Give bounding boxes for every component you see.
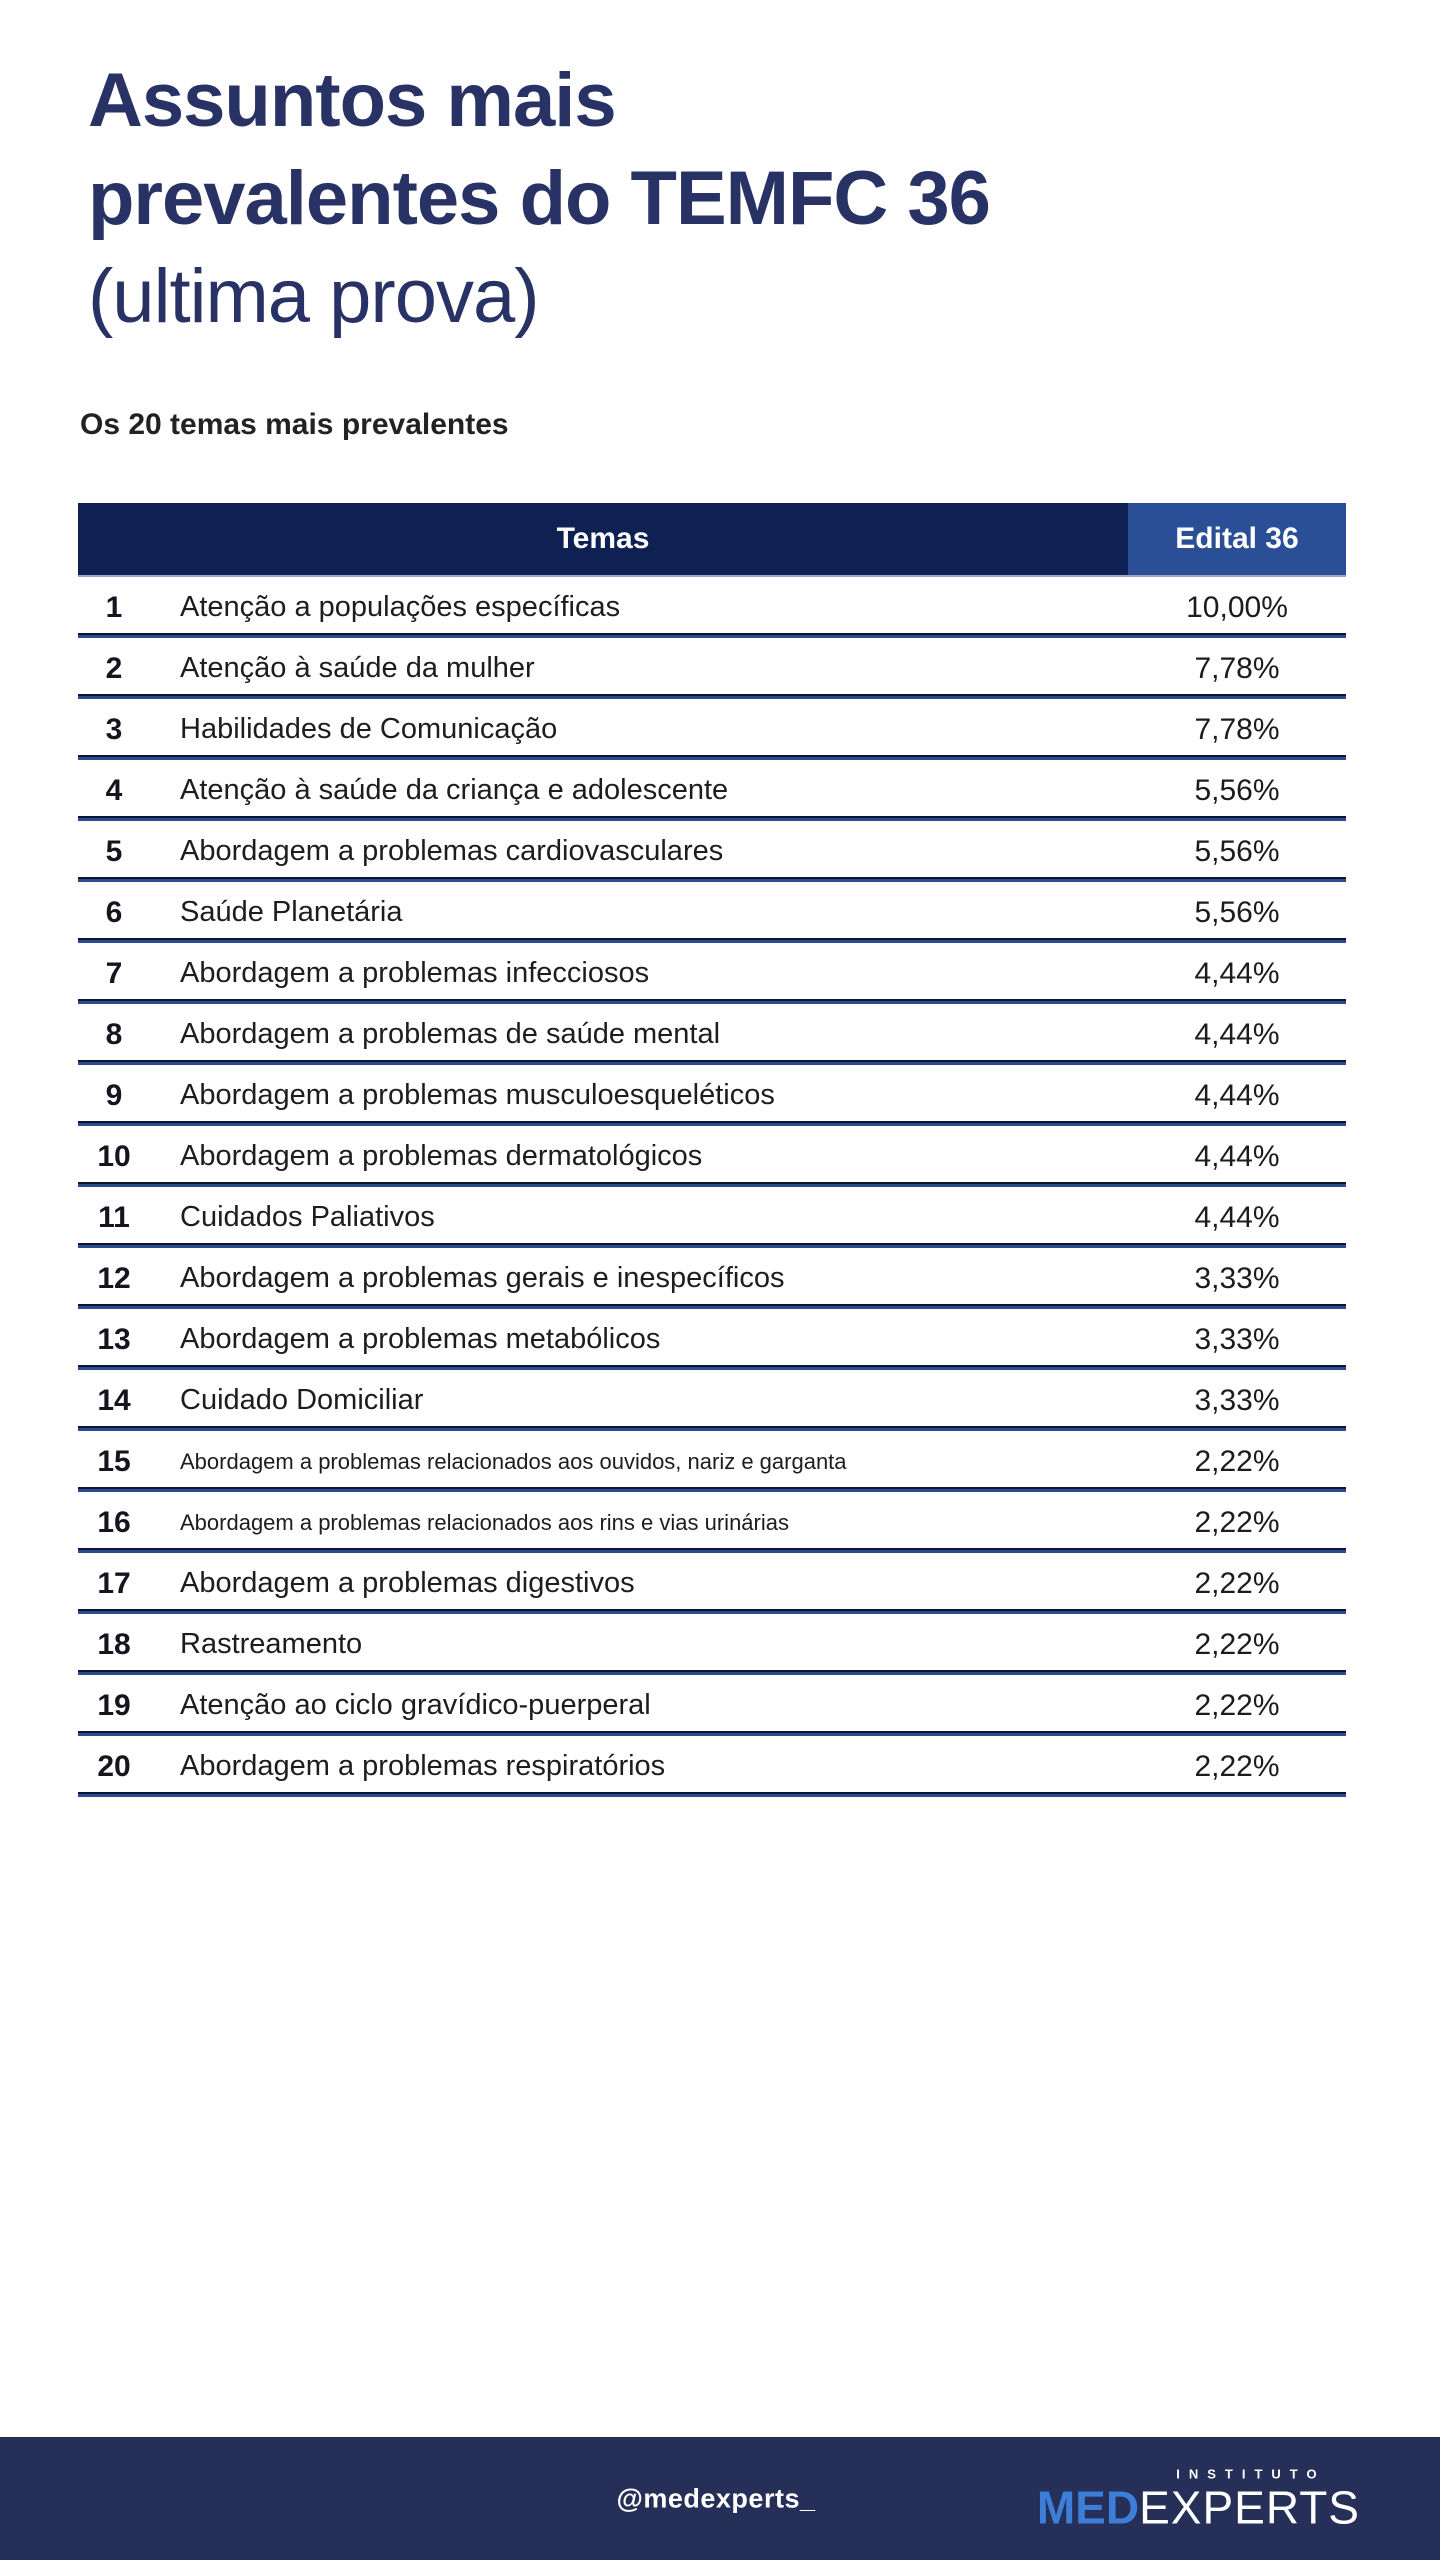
- table-row: 8 Abordagem a problemas de saúde mental …: [78, 1004, 1346, 1065]
- title-line-1: Assuntos mais: [88, 58, 617, 143]
- row-rank: 13: [97, 1322, 131, 1356]
- row-rank: 20: [97, 1749, 131, 1783]
- row-rank: 14: [97, 1383, 131, 1417]
- row-rank: 15: [97, 1444, 131, 1478]
- row-theme: Saúde Planetária: [180, 896, 403, 928]
- row-theme: Abordagem a problemas dermatológicos: [180, 1140, 703, 1172]
- row-rank: 9: [105, 1078, 123, 1112]
- row-rank: 2: [105, 651, 123, 685]
- row-percentage: 3,33%: [1194, 1261, 1280, 1295]
- row-percentage: 5,56%: [1194, 773, 1280, 807]
- row-rank: 7: [105, 956, 123, 990]
- row-rank: 19: [97, 1688, 131, 1722]
- row-percentage: 4,44%: [1194, 1078, 1280, 1112]
- row-theme: Cuidados Paliativos: [180, 1201, 435, 1233]
- row-theme: Abordagem a problemas musculoesquelético…: [180, 1079, 775, 1111]
- table-row: 5 Abordagem a problemas cardiovasculares…: [78, 821, 1346, 882]
- row-theme: Atenção à saúde da criança e adolescente: [180, 774, 729, 806]
- table-body: 1 Atenção a populações específicas 10,00…: [78, 577, 1346, 1797]
- table-row: 14 Cuidado Domiciliar 3,33%: [78, 1370, 1346, 1431]
- table-row: 4 Atenção à saúde da criança e adolescen…: [78, 760, 1346, 821]
- table-row: 18 Rastreamento 2,22%: [78, 1614, 1346, 1675]
- row-theme: Cuidado Domiciliar: [180, 1384, 424, 1416]
- row-theme: Atenção à saúde da mulher: [180, 652, 535, 684]
- row-rank: 16: [97, 1505, 131, 1539]
- logo-experts-text: EXPERTS: [1139, 2481, 1360, 2533]
- row-percentage: 2,22%: [1194, 1505, 1280, 1539]
- row-percentage: 2,22%: [1194, 1566, 1280, 1600]
- table-row: 20 Abordagem a problemas respiratórios 2…: [78, 1736, 1346, 1797]
- table-row: 6 Saúde Planetária 5,56%: [78, 882, 1346, 943]
- table-row: 2 Atenção à saúde da mulher 7,78%: [78, 638, 1346, 699]
- row-theme: Habilidades de Comunicação: [180, 713, 558, 745]
- row-theme: Rastreamento: [180, 1628, 363, 1660]
- row-theme: Abordagem a problemas de saúde mental: [180, 1018, 721, 1050]
- row-percentage: 2,22%: [1194, 1627, 1280, 1661]
- footer: @medexperts_ INSTITUTO MEDEXPERTS: [0, 2437, 1440, 2560]
- row-rank: 17: [97, 1566, 131, 1600]
- table-row: 17 Abordagem a problemas digestivos 2,22…: [78, 1553, 1346, 1614]
- title-line-3: (ultima prova): [88, 254, 540, 339]
- row-rank: 4: [105, 773, 123, 807]
- table-row: 15 Abordagem a problemas relacionados ao…: [78, 1431, 1346, 1492]
- row-rank: 5: [105, 834, 123, 868]
- page-title: Assuntos mais prevalentes do TEMFC 36 (u…: [88, 52, 991, 346]
- row-theme: Abordagem a problemas relacionados aos r…: [180, 1509, 789, 1535]
- row-theme: Abordagem a problemas cardiovasculares: [180, 835, 724, 867]
- table-header: Temas Edital 36: [78, 503, 1346, 577]
- logo-instituto-text: INSTITUTO: [1176, 2466, 1326, 2481]
- row-percentage: 2,22%: [1194, 1749, 1280, 1783]
- row-percentage: 7,78%: [1194, 651, 1280, 685]
- prevalence-table: Temas Edital 36 1 Atenção a populações e…: [78, 503, 1346, 1797]
- column-header-temas: Temas: [78, 503, 1128, 575]
- medexperts-logo: INSTITUTO MEDEXPERTS: [1037, 2466, 1360, 2531]
- row-percentage: 4,44%: [1194, 1200, 1280, 1234]
- table-row: 7 Abordagem a problemas infecciosos 4,44…: [78, 943, 1346, 1004]
- row-percentage: 5,56%: [1194, 895, 1280, 929]
- logo-wordmark: MEDEXPERTS: [1037, 2483, 1360, 2531]
- row-rank: 8: [105, 1017, 123, 1051]
- row-theme: Abordagem a problemas relacionados aos o…: [180, 1448, 847, 1474]
- table-row: 11 Cuidados Paliativos 4,44%: [78, 1187, 1346, 1248]
- row-theme: Atenção a populações específicas: [180, 591, 621, 623]
- row-theme: Abordagem a problemas respiratórios: [180, 1750, 666, 1782]
- row-theme: Abordagem a problemas gerais e inespecíf…: [180, 1262, 785, 1294]
- row-percentage: 5,56%: [1194, 834, 1280, 868]
- row-theme: Abordagem a problemas digestivos: [180, 1567, 635, 1599]
- table-row: 10 Abordagem a problemas dermatológicos …: [78, 1126, 1346, 1187]
- row-percentage: 7,78%: [1194, 712, 1280, 746]
- table-row: 12 Abordagem a problemas gerais e inespe…: [78, 1248, 1346, 1309]
- instagram-handle: @medexperts_: [616, 2483, 816, 2513]
- row-theme: Abordagem a problemas infecciosos: [180, 957, 650, 989]
- row-rank: 3: [105, 712, 123, 746]
- column-header-edital: Edital 36: [1128, 503, 1346, 575]
- row-percentage: 4,44%: [1194, 956, 1280, 990]
- row-rank: 18: [97, 1627, 131, 1661]
- row-rank: 12: [97, 1261, 131, 1295]
- row-percentage: 2,22%: [1194, 1444, 1280, 1478]
- row-percentage: 10,00%: [1186, 590, 1288, 624]
- subtitle: Os 20 temas mais prevalentes: [80, 408, 509, 441]
- row-percentage: 3,33%: [1194, 1322, 1280, 1356]
- row-percentage: 3,33%: [1194, 1383, 1280, 1417]
- table-row: 16 Abordagem a problemas relacionados ao…: [78, 1492, 1346, 1553]
- row-rank: 6: [105, 895, 123, 929]
- row-rank: 10: [97, 1139, 131, 1173]
- table-row: 13 Abordagem a problemas metabólicos 3,3…: [78, 1309, 1346, 1370]
- table-row: 19 Atenção ao ciclo gravídico-puerperal …: [78, 1675, 1346, 1736]
- row-percentage: 4,44%: [1194, 1139, 1280, 1173]
- row-theme: Abordagem a problemas metabólicos: [180, 1323, 661, 1355]
- table-row: 9 Abordagem a problemas musculoesqueléti…: [78, 1065, 1346, 1126]
- row-percentage: 2,22%: [1194, 1688, 1280, 1722]
- title-line-2: prevalentes do TEMFC 36: [88, 156, 991, 241]
- table-row: 1 Atenção a populações específicas 10,00…: [78, 577, 1346, 638]
- row-theme: Atenção ao ciclo gravídico-puerperal: [180, 1689, 651, 1721]
- row-rank: 1: [105, 590, 123, 624]
- logo-med-text: MED: [1036, 2481, 1140, 2533]
- row-percentage: 4,44%: [1194, 1017, 1280, 1051]
- row-rank: 11: [98, 1200, 130, 1234]
- table-row: 3 Habilidades de Comunicação 7,78%: [78, 699, 1346, 760]
